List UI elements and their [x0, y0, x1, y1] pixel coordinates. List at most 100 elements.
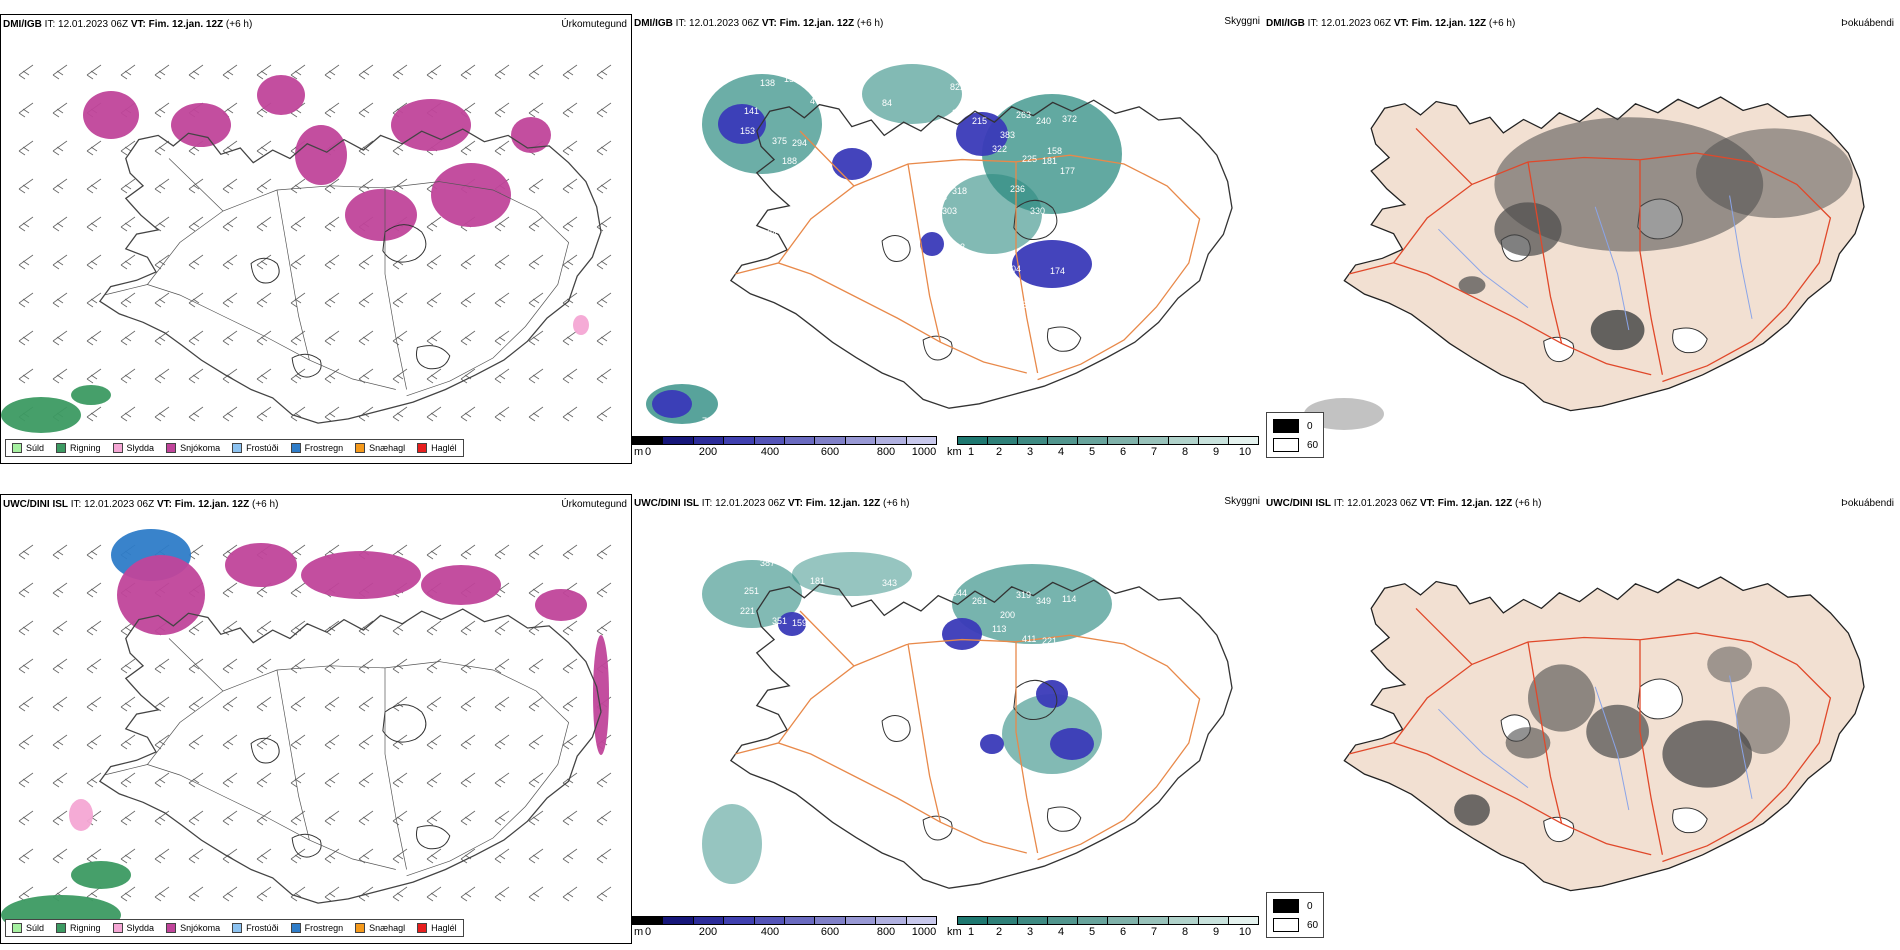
legend-label: Snjókoma — [180, 443, 221, 453]
cloud-base-label: 822 — [950, 82, 965, 92]
cloud-base-label: 200 — [797, 168, 812, 178]
legend-item: Snjókoma — [166, 443, 220, 453]
precip-type-legend: Súld Rigning Slydda Snjókoma Frostúði Fr… — [5, 439, 464, 457]
fog-legend: 0 60 — [1266, 892, 1324, 938]
colorbar-unit: m — [634, 926, 644, 938]
legend-swatch — [56, 923, 67, 933]
field-title: Skyggni — [1224, 496, 1260, 507]
legend-swatch — [232, 443, 243, 453]
panel-dmi-fog-index: DMI/IGB IT: 12.01.2023 06Z VT: Fim. 12.j… — [1264, 14, 1900, 464]
cloud-base-label: 319 — [1016, 590, 1031, 600]
legend-label: Haglél — [431, 923, 457, 933]
legend-item: Rigning — [56, 923, 101, 933]
colorbar-tick: 0 — [644, 446, 652, 458]
field-title: Úrkomutegund — [561, 499, 627, 510]
panel-uwc-precip-type: UWC/DINI ISL IT: 12.01.2023 06Z VT: Fim.… — [0, 494, 632, 944]
cloud-base-label: 122 — [950, 242, 965, 252]
panel-uwc-visibility: UWC/DINI ISL IT: 12.01.2023 06Z VT: Fim.… — [632, 494, 1264, 944]
colorbar-tick: 8 — [1181, 446, 1189, 458]
colorbar-tick: 6 — [1119, 446, 1127, 458]
cloud-base-label: 344 — [952, 588, 967, 598]
legend-label: Frostúði — [246, 443, 279, 453]
fog-legend-swatch — [1273, 918, 1299, 932]
fog-legend: 0 60 — [1266, 412, 1324, 458]
colorbar-tick: 400 — [760, 446, 780, 458]
colorbar-tick: 10 — [1238, 926, 1252, 938]
cloud-base-label: 318 — [952, 186, 967, 196]
legend-label: Súld — [26, 443, 45, 453]
field-title: Skyggni — [1224, 16, 1260, 27]
legend-swatch — [166, 923, 177, 933]
colorbar-tick: 5 — [1088, 446, 1096, 458]
legend-label: Haglél — [431, 443, 457, 453]
cloud-base-label: 294 — [792, 138, 807, 148]
colorbar-tick: 7 — [1150, 926, 1158, 938]
precip-type-map — [1, 529, 612, 935]
panel-dmi-precip-type: DMI/IGB IT: 12.01.2023 06Z VT: Fim. 12.j… — [0, 14, 632, 464]
valid-time: Fim. 12.jan. 12Z — [805, 498, 881, 509]
colorbar-tick: 800 — [876, 446, 896, 458]
valid-label: VT: — [1393, 18, 1409, 29]
init-time: IT: 12.01.2023 06Z — [1307, 18, 1392, 29]
cloud-base-label: 84 — [882, 98, 892, 108]
legend-item: Frostúði — [232, 923, 279, 933]
legend-item: Frostúði — [232, 443, 279, 453]
colorbar-tick: 3 — [1026, 926, 1034, 938]
cloud-base-label: 153 — [932, 192, 947, 202]
panel-header: DMI/IGB IT: 12.01.2023 06Z VT: Fim. 12.j… — [3, 19, 252, 30]
fog-legend-item: 0 — [1273, 899, 1313, 913]
cloud-base-label: 113 — [992, 624, 1006, 634]
legend-swatch — [12, 923, 22, 933]
cloud-base-label: 177 — [1060, 166, 1075, 176]
legend-swatch — [417, 443, 428, 453]
cloud-base-label: 151 — [784, 74, 799, 84]
colorbar-tick: 600 — [820, 446, 840, 458]
model-name: UWC/DINI ISL — [3, 499, 68, 510]
legend-label: Frostregn — [304, 443, 344, 453]
panel-dmi-visibility: DMI/IGB IT: 12.01.2023 06Z VT: Fim. 12.j… — [632, 14, 1264, 464]
cloud-base-label: 349 — [1036, 596, 1051, 606]
fog-legend-label: 0 — [1307, 420, 1313, 432]
init-time: IT: 12.01.2023 06Z — [70, 499, 155, 510]
field-title: Þokuábendi — [1841, 498, 1894, 509]
colorbar-tick: 4 — [1057, 926, 1065, 938]
colorbar-tick: 3 — [1026, 446, 1034, 458]
cloud-base-label: 153 — [740, 126, 755, 136]
panel-uwc-fog-index: UWC/DINI ISL IT: 12.01.2023 06Z VT: Fim.… — [1264, 494, 1900, 944]
colorbar-tick: 1000 — [911, 446, 937, 458]
legend-item: Súld — [12, 443, 44, 453]
legend-label: Rigning — [70, 923, 101, 933]
lead-time: (+6 h) — [1515, 498, 1542, 509]
legend-swatch — [355, 923, 366, 933]
fog-index-map — [1304, 96, 1865, 430]
visibility-colorbar: km 1 2 3 4 5 6 7 8 9 10 — [947, 436, 1259, 460]
colorbar-tick: 1 — [967, 446, 975, 458]
legend-label: Súld — [26, 923, 45, 933]
colorbar-tick: 9 — [1212, 446, 1220, 458]
legend-label: Frostúði — [246, 923, 279, 933]
legend-swatch — [290, 923, 301, 933]
legend-label: Rigning — [70, 443, 101, 453]
legend-item: Slydda — [112, 923, 154, 933]
cloud-base-label: 205 — [890, 136, 905, 146]
field-title: Þokuábendi — [1841, 18, 1894, 29]
cloud-base-label: 251 — [744, 586, 759, 596]
cloud-base-label: 195 — [1012, 300, 1027, 310]
init-time: IT: 12.01.2023 06Z — [1333, 498, 1418, 509]
legend-swatch — [232, 923, 243, 933]
cloud-base-label: 411 — [1022, 634, 1036, 644]
fog-index-map — [1343, 576, 1865, 892]
lead-time: (+6 h) — [883, 498, 910, 509]
colorbar-strip — [957, 916, 1259, 925]
cloud-base-label: 221 — [740, 606, 755, 616]
cloud-base-label: 200 — [812, 648, 827, 658]
cloud-base-label: 215 — [972, 116, 987, 126]
panel-header: UWC/DINI ISL IT: 12.01.2023 06Z VT: Fim.… — [634, 498, 909, 509]
colorbar-unit: km — [947, 446, 962, 458]
cloud-base-label: 201 — [812, 168, 827, 178]
init-time: IT: 12.01.2023 06Z — [675, 18, 760, 29]
cloud-base-label: 240 — [1036, 116, 1051, 126]
cloud-base-label: 330 — [1030, 206, 1045, 216]
cloud-base-label: 181 — [1042, 156, 1057, 166]
